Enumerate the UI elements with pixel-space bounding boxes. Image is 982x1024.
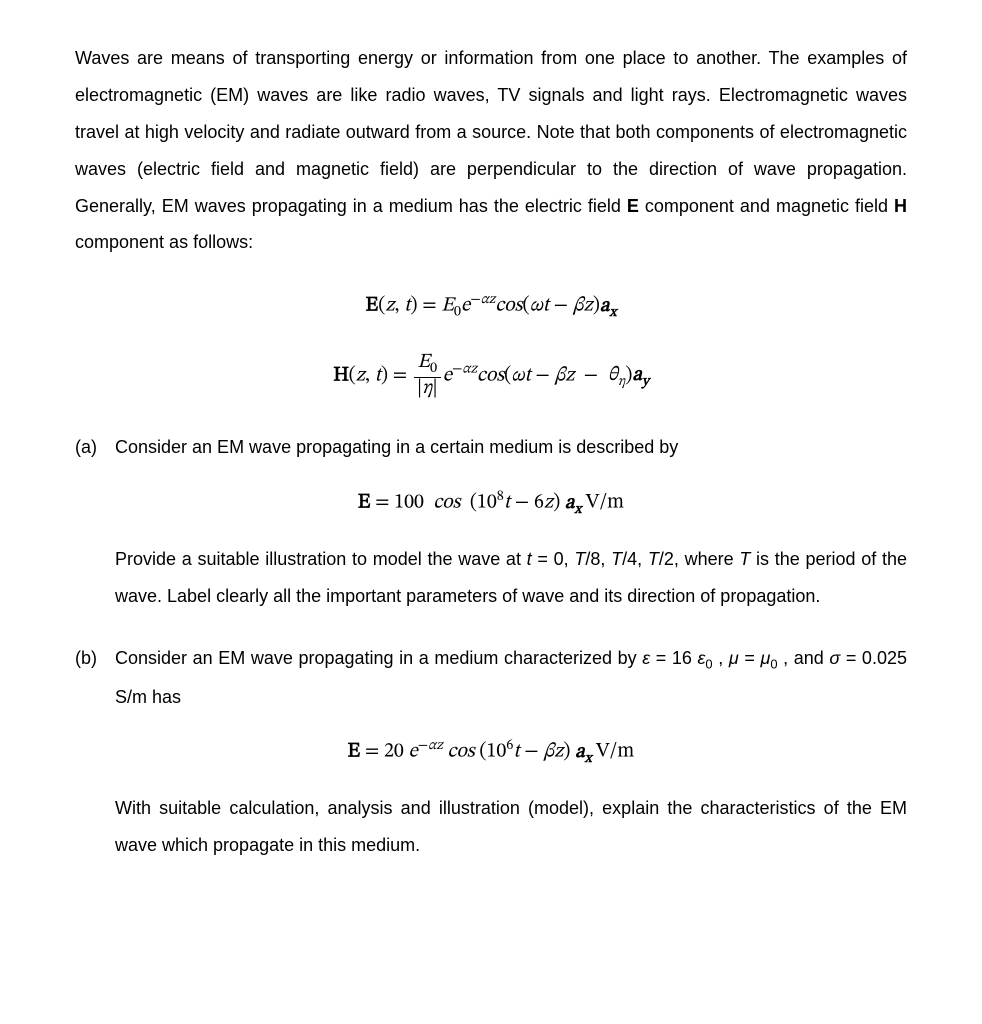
question-b-equation: E = 20 e−αz cos (106t − βz) ax V/m	[75, 737, 907, 768]
question-a-rest: Provide a suitable illustration to model…	[115, 541, 907, 615]
formula-E: E(z, t) = E0e−αzcos(ωt − βz)ax	[75, 291, 907, 322]
question-b-rest: With suitable calculation, analysis and …	[115, 790, 907, 864]
question-a: (a) Consider an EM wave propagating in a…	[75, 429, 907, 466]
intro-paragraph: Waves are means of transporting energy o…	[75, 40, 907, 261]
question-a-lead: Consider an EM wave propagating in a cer…	[115, 429, 907, 466]
question-a-equation: E = 100 cos (108t − 6z) ax V/m	[75, 488, 907, 519]
question-b-lead: Consider an EM wave propagating in a med…	[115, 640, 907, 715]
question-b-label: (b)	[75, 640, 115, 677]
question-a-label: (a)	[75, 429, 115, 466]
formula-H: H(z, t) = E0|η|e−αzcos(ωt − βz − θη)ay	[75, 352, 907, 399]
question-b: (b) Consider an EM wave propagating in a…	[75, 640, 907, 715]
